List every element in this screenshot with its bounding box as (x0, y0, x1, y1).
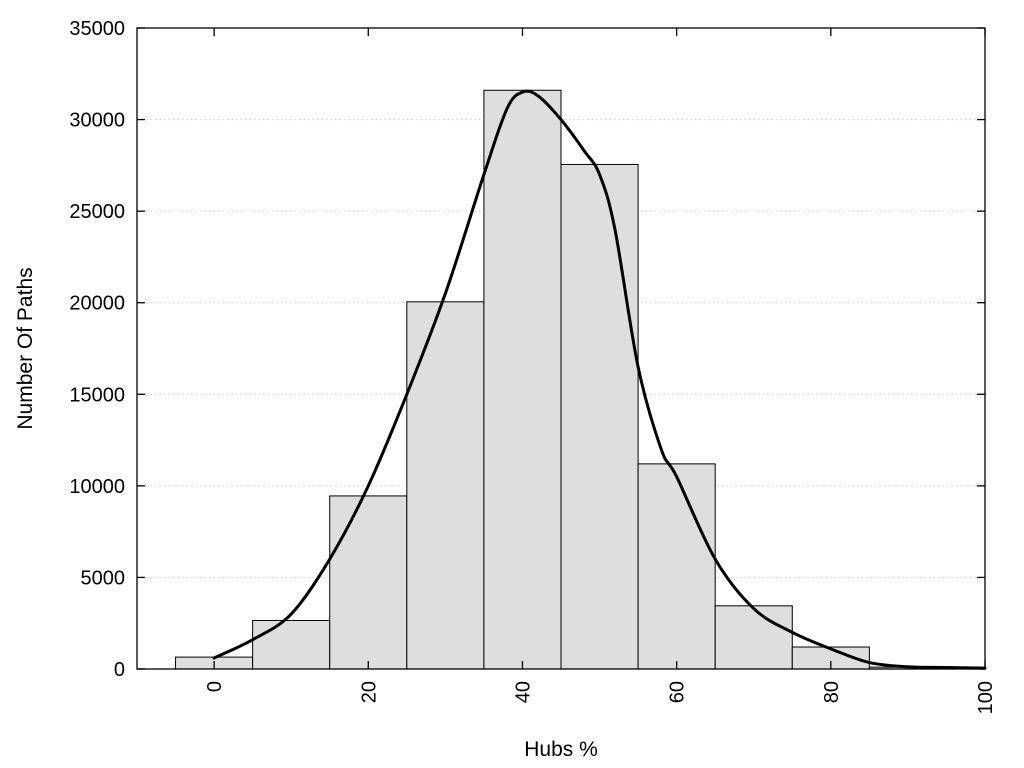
y-tick-label: 15000 (69, 384, 125, 406)
y-tick-label: 30000 (69, 110, 125, 132)
y-tick-label: 10000 (69, 476, 125, 498)
y-tick-label: 0 (114, 659, 125, 681)
histogram-bar (637, 463, 716, 670)
x-tick-label: 80 (821, 681, 843, 703)
plot-frame (136, 27, 986, 670)
y-tick-label: 5000 (81, 567, 126, 589)
histogram-bar (252, 619, 331, 670)
x-axis-title: Hubs % (524, 738, 598, 761)
x-tick-label: 20 (358, 681, 380, 703)
histogram-bar (560, 163, 639, 670)
density-curve (212, 89, 987, 670)
histogram-bar (406, 301, 485, 670)
histogram-bar (483, 89, 562, 670)
histogram-bar (329, 495, 408, 670)
x-tick-label: 40 (512, 681, 534, 703)
density-curve-line (212, 89, 987, 670)
x-tick-label: 100 (975, 681, 997, 714)
y-tick-label: 35000 (69, 18, 125, 40)
histogram-bars (175, 89, 947, 670)
axis-ticks: 0 5000 10000 15000 20000 25000 30000 35000 0 20 40… (69, 18, 997, 714)
y-tick-label: 25000 (69, 201, 125, 223)
histogram-bar (714, 605, 793, 670)
x-tick-label: 0 (204, 681, 226, 692)
y-tick-label: 20000 (69, 293, 125, 315)
x-tick-label: 60 (667, 681, 689, 703)
y-axis-title: Number Of Paths (14, 267, 37, 429)
